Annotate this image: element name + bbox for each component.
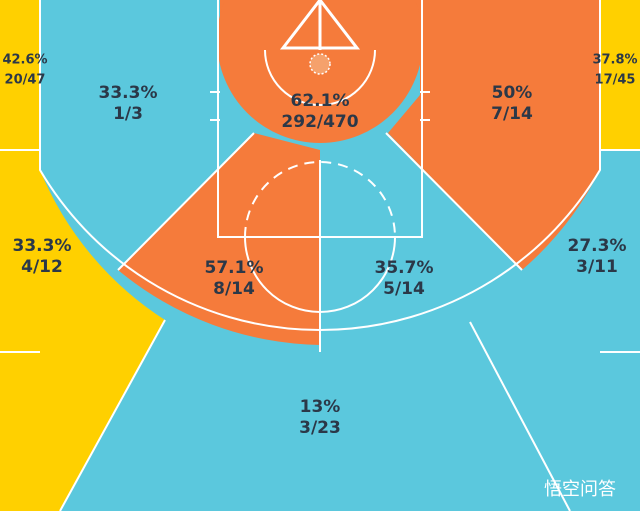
zone-pct: 62.1%	[291, 91, 350, 111]
zone-pct: 13%	[300, 397, 341, 417]
zone-shots: 17/45	[595, 73, 636, 88]
watermark: 悟空问答	[544, 479, 616, 500]
zone-shots: 8/14	[213, 279, 255, 299]
zone-pct: 33.3%	[99, 83, 158, 103]
zone-shots: 20/47	[5, 73, 46, 88]
zone-shots: 7/14	[491, 104, 533, 124]
zone-pct: 33.3%	[13, 236, 72, 256]
left-wing-zone	[0, 0, 165, 511]
right-mid-zone	[388, 0, 600, 270]
zone-shots: 1/3	[113, 104, 143, 124]
zone-pct: 37.8%	[592, 53, 637, 68]
right-corner-zone	[600, 0, 640, 150]
zone-pct: 57.1%	[205, 258, 264, 278]
zone-shots: 3/23	[299, 418, 341, 438]
zone-shots: 5/14	[383, 279, 425, 299]
zone-shots: 3/11	[576, 257, 618, 277]
zone-shots: 4/12	[21, 257, 63, 277]
zone-pct: 35.7%	[375, 258, 434, 278]
zone-pct: 50%	[492, 83, 533, 103]
zone-pct: 27.3%	[568, 236, 627, 256]
zone-shots: 292/470	[281, 112, 358, 132]
zone-pct: 42.6%	[2, 53, 47, 68]
